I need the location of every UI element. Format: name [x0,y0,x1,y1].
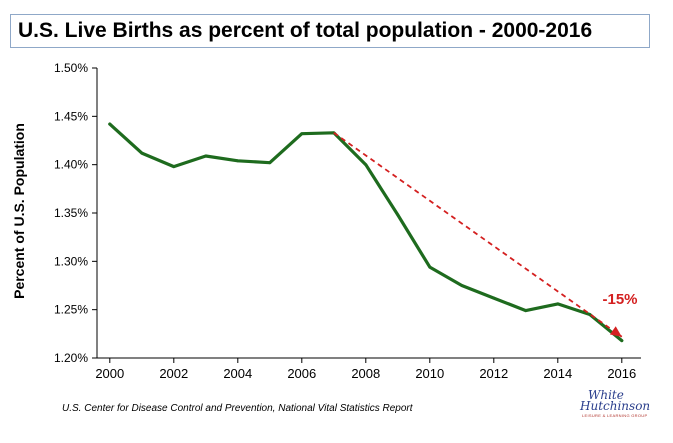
y-tick-label: 1.20% [54,351,88,365]
data-point [588,313,592,316]
logo-text-white: White [588,388,624,402]
trend-line [333,132,623,338]
source-note: U.S. Center for Disease Control and Prev… [62,403,413,414]
x-tick-label: 2000 [95,366,124,381]
x-tick-label: 2008 [351,366,380,381]
y-tick-label: 1.30% [54,254,88,268]
chart-title-box: U.S. Live Births as percent of total pop… [10,14,650,48]
x-tick-label: 2004 [223,366,252,381]
data-point [300,132,304,136]
data-point [524,309,528,313]
tick-labels: 1.20% 1.25% 1.30% 1.35% 1.40% 1.45% 1.50% 2000 2… [54,61,636,381]
x-tick-label: 2006 [287,366,316,381]
x-tick-label: 2012 [479,366,508,381]
data-point [492,296,496,300]
x-tick-label: 2014 [543,366,572,381]
x-tick-label: 2002 [159,366,188,381]
x-tick-label: 2016 [607,366,636,381]
x-tick-label: 2010 [415,366,444,381]
series-layer [108,122,624,343]
trend-arrowhead-icon [609,326,622,337]
series-line [108,122,624,343]
y-axis-label: Percent of U.S. Population [11,123,27,299]
y-tick-label: 1.50% [54,61,88,75]
y-tick-label: 1.35% [54,206,88,220]
y-tick-label: 1.40% [54,158,88,172]
data-point [428,265,432,269]
y-tick-label: 1.25% [54,303,88,317]
axes [92,67,641,363]
data-point [236,159,240,163]
trend-label: -15% [602,291,637,308]
logo-tagline: LEISURE & LEARNING GROUP [582,413,648,418]
data-point [556,302,560,306]
logo-text-hutchinson: Hutchinson [580,399,651,413]
data-point [364,163,368,167]
y-tick-label: 1.45% [54,109,88,123]
data-point [140,151,144,155]
data-point [172,165,176,169]
data-point [460,284,464,287]
data-point [268,161,272,165]
company-logo: White Hutchinson LEISURE & LEARNING GROU… [580,388,651,428]
trend-layer [333,132,623,338]
data-point [396,213,400,217]
data-point [620,339,624,342]
data-point [204,154,208,158]
chart-title: U.S. Live Births as percent of total pop… [18,19,593,42]
data-point [108,122,112,126]
